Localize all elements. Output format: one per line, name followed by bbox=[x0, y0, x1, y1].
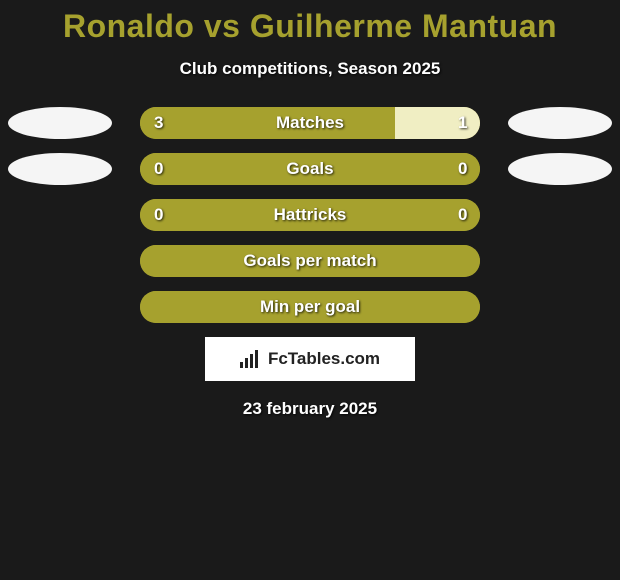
page-title: Ronaldo vs Guilherme Mantuan bbox=[0, 0, 620, 45]
subtitle: Club competitions, Season 2025 bbox=[0, 59, 620, 79]
flag-right bbox=[508, 153, 612, 185]
stat-row: Goals per match bbox=[0, 245, 620, 277]
stat-label: Min per goal bbox=[260, 297, 360, 317]
stat-row: Min per goal bbox=[0, 291, 620, 323]
stat-rows: Matches 3 1 Goals 0 0 Hattricks 0 0 Goals per mat… bbox=[0, 107, 620, 323]
stat-row: Matches 3 1 bbox=[0, 107, 620, 139]
flag-left bbox=[8, 153, 112, 185]
stat-value-left: 0 bbox=[154, 159, 163, 179]
flag-right bbox=[508, 107, 612, 139]
stat-value-right: 0 bbox=[458, 159, 467, 179]
stat-value-right: 0 bbox=[458, 205, 467, 225]
stat-label: Goals bbox=[286, 159, 333, 179]
barchart-icon bbox=[240, 350, 262, 368]
stat-value-right: 1 bbox=[458, 113, 467, 133]
logo-text: FcTables.com bbox=[268, 349, 380, 369]
stat-row: Hattricks 0 0 bbox=[0, 199, 620, 231]
stat-label: Matches bbox=[276, 113, 344, 133]
stat-label: Hattricks bbox=[274, 205, 347, 225]
stat-value-left: 3 bbox=[154, 113, 163, 133]
logo: FcTables.com bbox=[240, 349, 380, 369]
logo-box: FcTables.com bbox=[205, 337, 415, 381]
stat-row: Goals 0 0 bbox=[0, 153, 620, 185]
flag-left bbox=[8, 107, 112, 139]
stat-value-left: 0 bbox=[154, 205, 163, 225]
stat-label: Goals per match bbox=[243, 251, 376, 271]
date-text: 23 february 2025 bbox=[0, 399, 620, 419]
bar-left-fill bbox=[140, 107, 395, 139]
